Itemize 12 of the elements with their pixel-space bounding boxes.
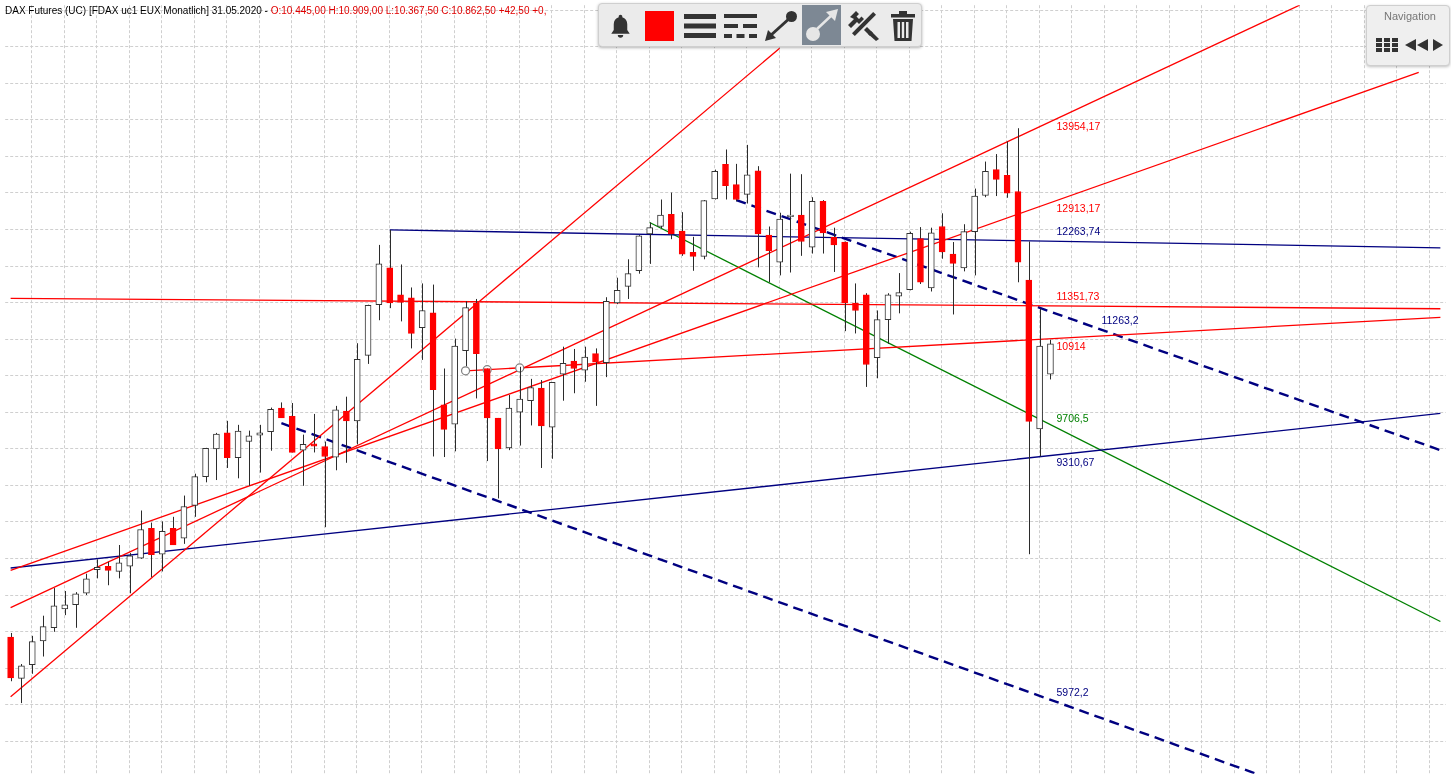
series-label: 12263,74 — [1056, 225, 1101, 238]
series-label: 5972,2 — [1056, 686, 1089, 699]
series-label: 11351,73 — [1056, 290, 1100, 303]
series-label: 11263,2 — [1101, 313, 1139, 326]
chart-title: DAX Futures (UC) [FDAX uc1 EUX Monatlich] 31.05.2020 - — [5, 5, 268, 16]
series-label: 10914 — [1056, 339, 1086, 352]
series-label: 13954,17 — [1056, 119, 1101, 132]
series-label: 9706,5 — [1056, 411, 1089, 424]
navigation-panel: Navigation — [1366, 5, 1450, 66]
chart-subtitle: O:10.445,00 H:10.909,00 L:10.367,50 C:10.862,50 +42,50 +0, — [270, 5, 547, 16]
series-label: 12913,17 — [1056, 201, 1101, 214]
series-label: 9310,67 — [1056, 456, 1095, 469]
